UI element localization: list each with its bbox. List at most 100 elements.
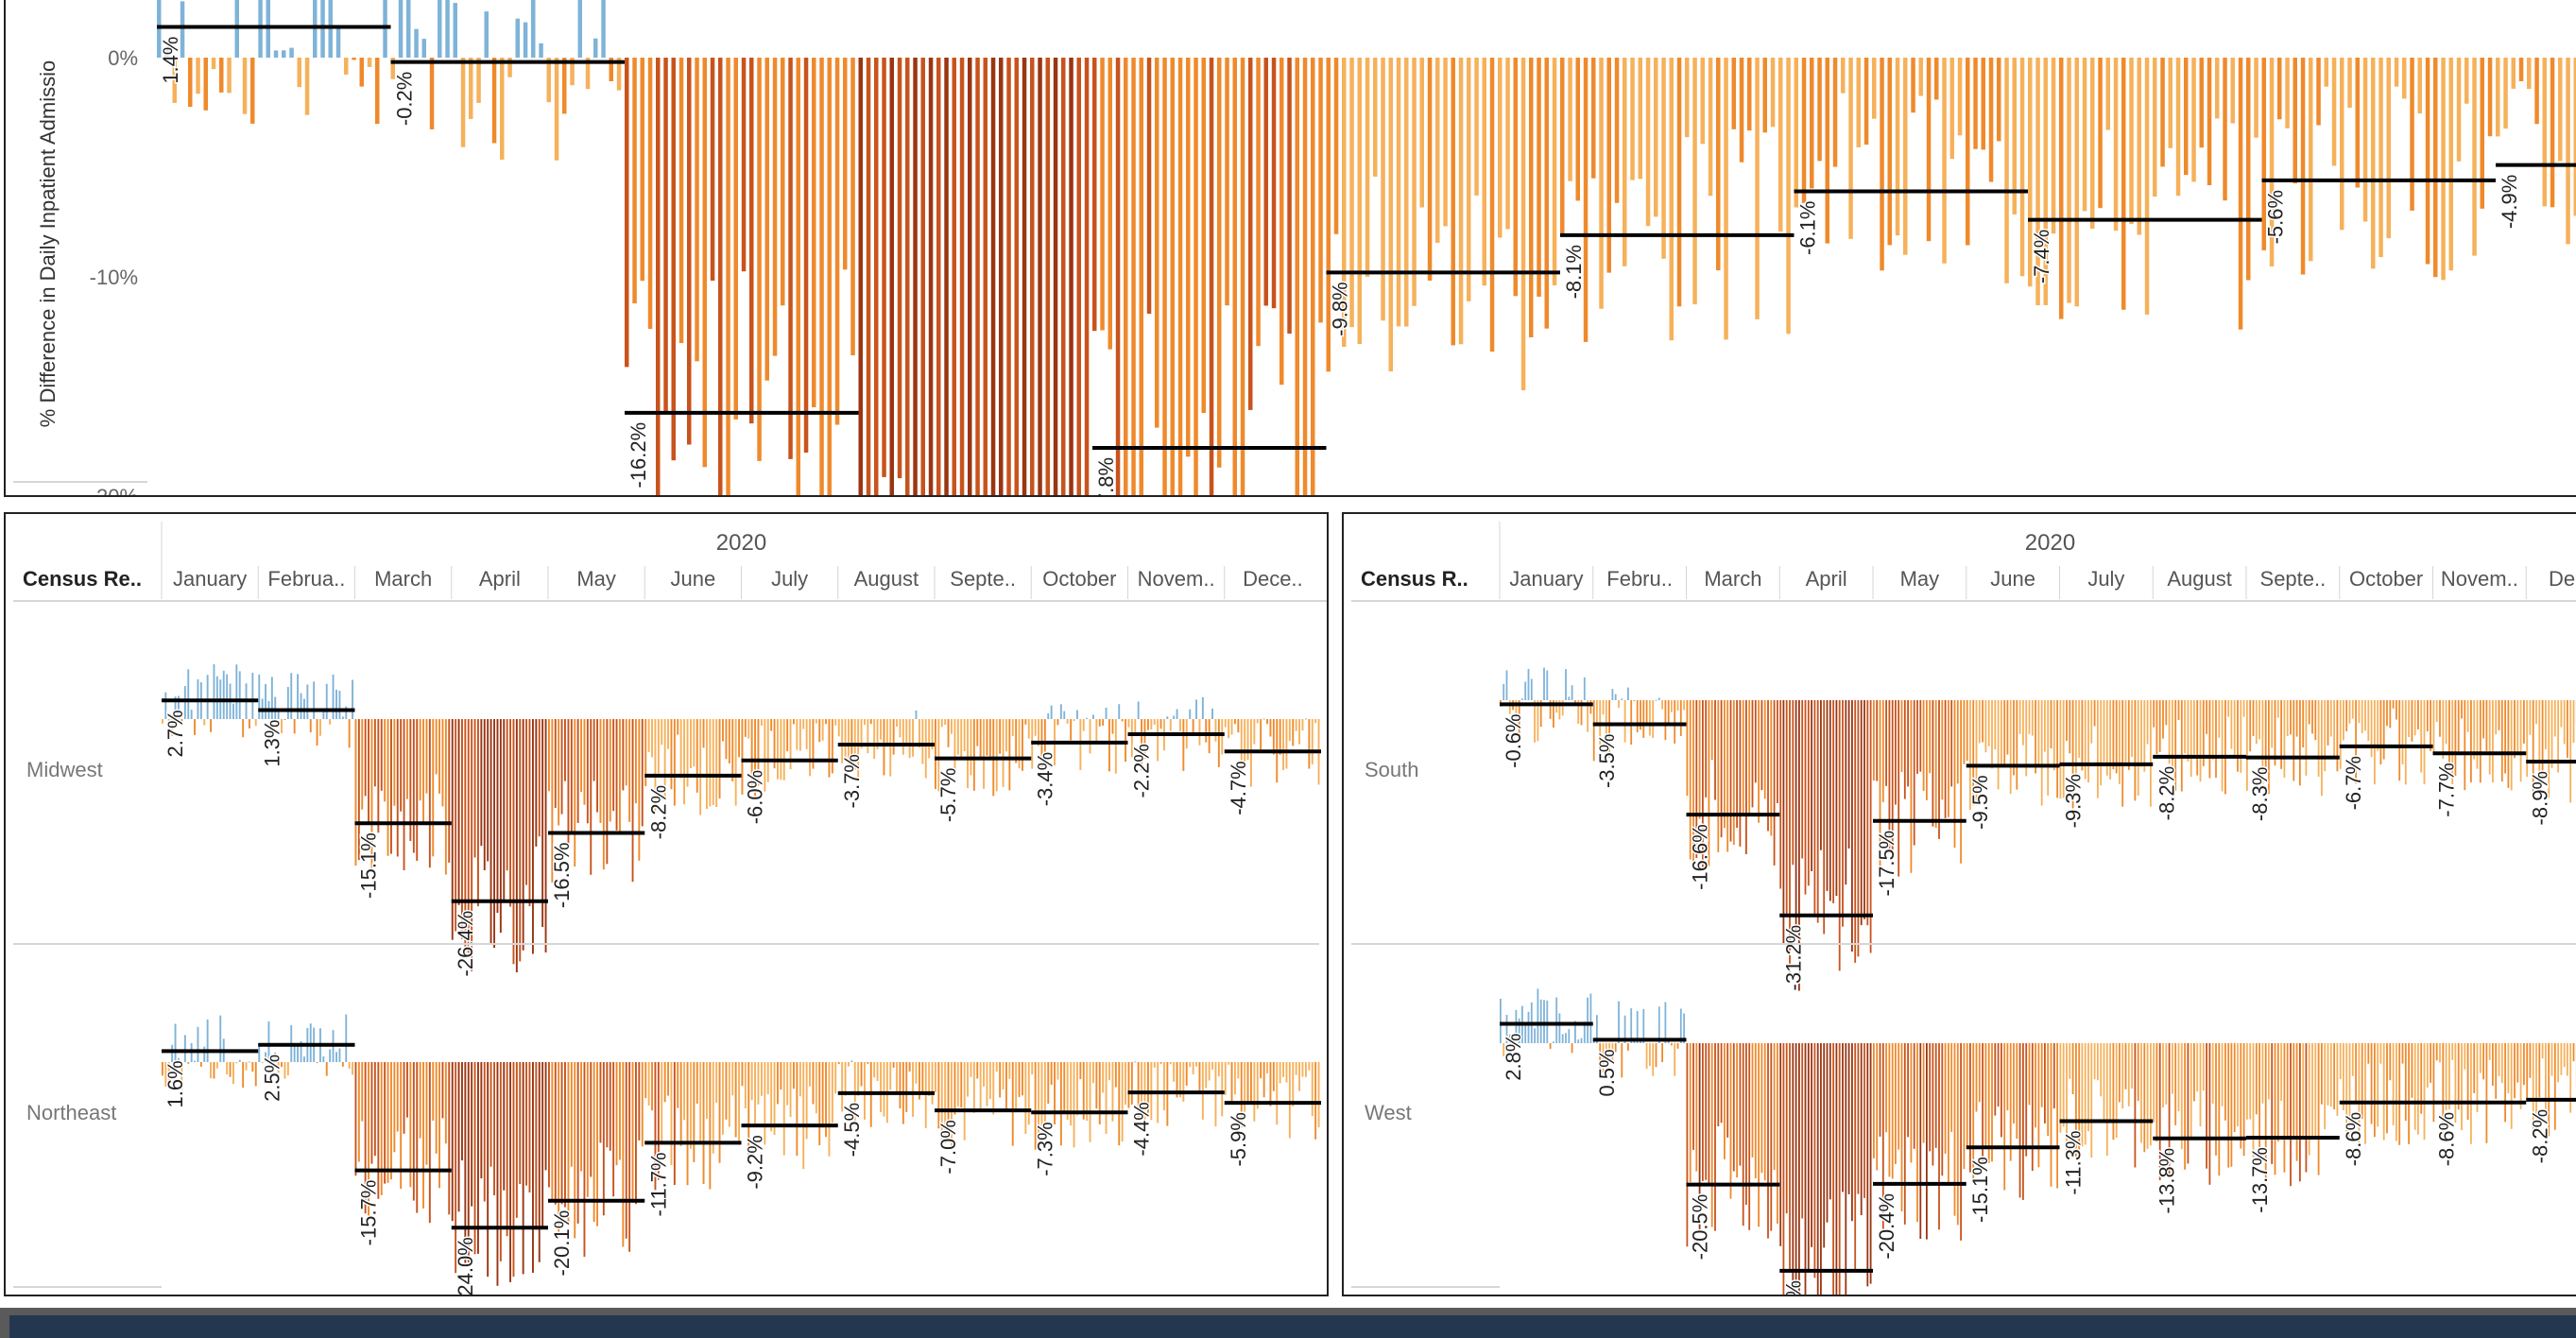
top-daily-bar xyxy=(1108,58,1112,350)
region-label: West xyxy=(1365,1101,1412,1124)
region-daily-bar xyxy=(1823,700,1826,935)
monthly-mean-label: -7.0% xyxy=(936,1120,960,1174)
region-daily-bar xyxy=(2276,700,2279,718)
region-daily-bar xyxy=(541,719,544,927)
region-daily-bar xyxy=(1022,1062,1023,1096)
region-daily-bar xyxy=(2143,1043,2146,1153)
region-daily-bar xyxy=(677,1062,679,1108)
region-daily-bar xyxy=(2062,1043,2065,1127)
region-daily-bar xyxy=(2052,1043,2055,1108)
region-daily-bar xyxy=(1941,1043,1944,1176)
region-daily-bar xyxy=(1987,700,1990,746)
region-daily-bar xyxy=(528,1062,531,1192)
region-daily-bar xyxy=(1655,699,1657,701)
monthly-mean-label: -4.4% xyxy=(1130,1102,1154,1156)
region-daily-bar xyxy=(670,1062,673,1165)
region-daily-bar xyxy=(416,1062,419,1213)
region-daily-bar xyxy=(448,1062,451,1215)
region-daily-bar xyxy=(1614,1043,1617,1053)
region-daily-bar xyxy=(2084,1043,2087,1145)
region-daily-bar xyxy=(487,719,489,862)
region-daily-bar xyxy=(1211,708,1213,719)
region-daily-bar xyxy=(2242,1043,2245,1157)
top-daily-bar xyxy=(1295,58,1299,495)
region-daily-bar xyxy=(406,719,408,799)
top-daily-bar xyxy=(1427,58,1433,281)
region-daily-bar xyxy=(1228,719,1230,739)
region-daily-bar xyxy=(1984,1043,1987,1149)
region-daily-bar xyxy=(2382,700,2385,760)
region-daily-bar xyxy=(1587,997,1589,1043)
region-daily-bar xyxy=(1953,1043,1956,1216)
region-daily-bar xyxy=(548,1062,550,1188)
top-daily-bar xyxy=(1311,58,1315,495)
region-daily-bar xyxy=(558,1062,560,1240)
region-daily-bar xyxy=(538,1062,541,1262)
top-daily-bar xyxy=(2487,58,2493,137)
top-daily-bar xyxy=(1568,58,1572,181)
region-daily-bar xyxy=(1237,719,1240,733)
region-daily-bar xyxy=(1558,700,1561,720)
region-daily-bar xyxy=(564,1062,566,1208)
region-daily-bar xyxy=(976,1062,979,1079)
region-daily-bar xyxy=(1649,700,1651,736)
month-header: January xyxy=(1509,567,1583,591)
year-header: 2020 xyxy=(716,530,766,556)
top-daily-bar xyxy=(2153,58,2157,197)
region-daily-bar xyxy=(2557,700,2559,773)
region-daily-bar xyxy=(2237,700,2239,772)
region-daily-bar xyxy=(2271,700,2274,748)
region-daily-bar xyxy=(2071,700,2074,809)
region-daily-bar xyxy=(2386,1043,2388,1134)
region-daily-bar xyxy=(615,719,618,831)
top-daily-bar xyxy=(2230,58,2235,124)
top-daily-bar xyxy=(2371,58,2376,269)
region-daily-bar xyxy=(435,1062,438,1154)
region-daily-bar xyxy=(821,1062,824,1128)
top-daily-bar xyxy=(1279,58,1284,386)
region-daily-bar xyxy=(1565,669,1567,700)
region-daily-bar xyxy=(2261,700,2264,784)
region-daily-bar xyxy=(750,1062,753,1101)
region-daily-bar xyxy=(1005,1062,1007,1110)
top-daily-bar xyxy=(2347,58,2352,108)
region-daily-bar xyxy=(1153,1062,1156,1068)
region-daily-bar xyxy=(1169,719,1172,731)
region-daily-bar xyxy=(1767,1043,1769,1239)
region-daily-bar xyxy=(2329,1043,2332,1107)
region-daily-bar xyxy=(1695,700,1698,858)
region-daily-bar xyxy=(2348,700,2351,724)
region-daily-bar xyxy=(1972,1043,1975,1178)
region-daily-bar xyxy=(1015,719,1018,763)
region-daily-bar xyxy=(1059,1062,1062,1146)
region-daily-bar xyxy=(167,719,170,729)
region-daily-bar xyxy=(1820,1043,1822,1295)
region-daily-bar xyxy=(1169,1062,1172,1065)
region-daily-bar xyxy=(1580,1038,1583,1043)
region-daily-bar xyxy=(2174,700,2177,791)
region-daily-bar xyxy=(876,1062,879,1081)
region-daily-bar xyxy=(967,719,969,789)
region-daily-bar xyxy=(1748,700,1751,816)
region-daily-bar xyxy=(313,681,316,719)
top-daily-bar xyxy=(1786,58,1791,334)
region-daily-bar xyxy=(1317,1062,1320,1128)
region-daily-bar xyxy=(325,1062,328,1076)
region-daily-bar xyxy=(880,719,882,740)
top-daily-bar xyxy=(250,58,255,124)
region-daily-bar xyxy=(1211,1062,1213,1070)
region-daily-bar xyxy=(515,1062,518,1218)
region-daily-bar xyxy=(1627,687,1629,700)
top-daily-bar xyxy=(1124,58,1128,495)
region-daily-bar xyxy=(1683,1013,1685,1043)
region-daily-bar xyxy=(802,719,805,729)
top-daily-bar xyxy=(1755,58,1760,319)
region-daily-bar xyxy=(2001,700,2002,766)
region-daily-bar xyxy=(1237,1062,1240,1079)
top-daily-bar xyxy=(414,28,419,58)
region-daily-bar xyxy=(2529,700,2532,735)
region-daily-bar xyxy=(2392,700,2395,709)
region-daily-bar xyxy=(2237,1043,2239,1126)
top-daily-bar xyxy=(2379,58,2383,258)
region-daily-bar xyxy=(329,719,332,725)
